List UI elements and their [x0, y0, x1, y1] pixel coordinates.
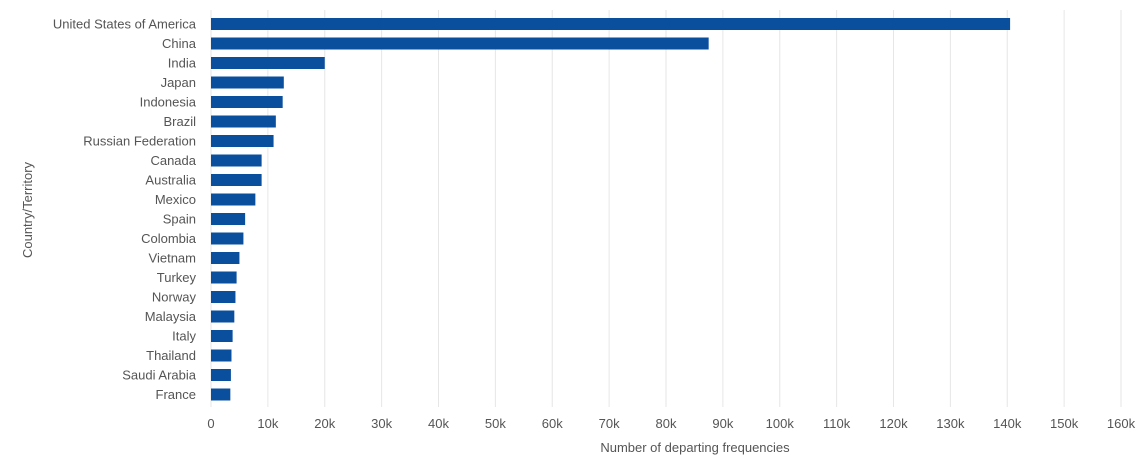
bar[interactable] — [211, 96, 283, 108]
x-tick-label: 120k — [879, 416, 908, 431]
category-label: France — [156, 387, 196, 402]
x-tick-label: 160k — [1107, 416, 1136, 431]
x-tick-label: 40k — [428, 416, 449, 431]
bar[interactable] — [211, 37, 709, 50]
x-tick-label: 90k — [712, 416, 733, 431]
category-label: China — [162, 36, 197, 51]
x-tick-label: 50k — [485, 416, 506, 431]
x-tick-label: 10k — [257, 416, 278, 431]
category-label: United States of America — [53, 17, 197, 32]
bar[interactable] — [211, 291, 236, 303]
x-tick-label: 100k — [766, 416, 795, 431]
bar[interactable] — [211, 18, 1011, 30]
x-tick-label: 80k — [656, 416, 677, 431]
bar[interactable] — [211, 135, 274, 147]
category-label: Thailand — [146, 348, 196, 363]
bar[interactable] — [211, 388, 231, 401]
category-label: Brazil — [163, 114, 196, 129]
x-tick-label: 30k — [371, 416, 392, 431]
x-tick-labels: 0 10k 20k 30k 40k 50k 60k 70k 80k 90k 100k 110k 120k… — [207, 416, 1135, 431]
category-label: Colombia — [141, 231, 197, 246]
category-label: Spain — [163, 212, 196, 227]
x-tick-label: 140k — [993, 416, 1022, 431]
category-label: Malaysia — [145, 309, 197, 324]
category-label: Canada — [150, 153, 196, 168]
x-tick-label: 130k — [936, 416, 965, 431]
x-tick-label: 60k — [542, 416, 563, 431]
bar[interactable] — [211, 369, 231, 381]
bar[interactable] — [211, 310, 235, 323]
category-label: Turkey — [157, 270, 197, 285]
category-label: Australia — [145, 173, 196, 188]
x-tick-label: 0 — [207, 416, 214, 431]
bar[interactable] — [211, 213, 246, 225]
category-label: Saudi Arabia — [122, 368, 196, 383]
category-label: India — [168, 56, 197, 71]
category-labels: United States of America China India Japan I… — [53, 17, 197, 403]
category-label: Vietnam — [149, 251, 196, 266]
x-tick-label: 110k — [823, 416, 851, 431]
gridlines — [210, 10, 1122, 407]
bars — [211, 18, 1011, 401]
bar[interactable] — [211, 57, 325, 69]
bar[interactable] — [211, 115, 276, 128]
x-tick-label: 150k — [1050, 416, 1079, 431]
category-label: Norway — [152, 290, 197, 305]
x-axis-title: Number of departing frequencies — [600, 440, 790, 455]
category-label: Italy — [172, 329, 196, 344]
category-label: Japan — [161, 75, 196, 90]
bar[interactable] — [211, 174, 262, 186]
bar[interactable] — [211, 232, 244, 245]
category-label: Indonesia — [140, 95, 197, 110]
bar[interactable] — [211, 271, 237, 284]
bar[interactable] — [211, 154, 262, 167]
bar[interactable] — [211, 349, 232, 362]
y-axis-title: Country/Territory — [20, 161, 35, 258]
category-label: Russian Federation — [83, 134, 196, 149]
x-tick-label: 70k — [599, 416, 620, 431]
bar[interactable] — [211, 193, 256, 206]
bar[interactable] — [211, 76, 284, 89]
bar[interactable] — [211, 252, 240, 264]
bar[interactable] — [211, 330, 233, 342]
x-tick-label: 20k — [314, 416, 335, 431]
category-label: Mexico — [155, 192, 196, 207]
